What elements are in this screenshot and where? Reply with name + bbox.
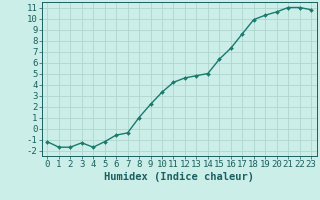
X-axis label: Humidex (Indice chaleur): Humidex (Indice chaleur) xyxy=(104,172,254,182)
